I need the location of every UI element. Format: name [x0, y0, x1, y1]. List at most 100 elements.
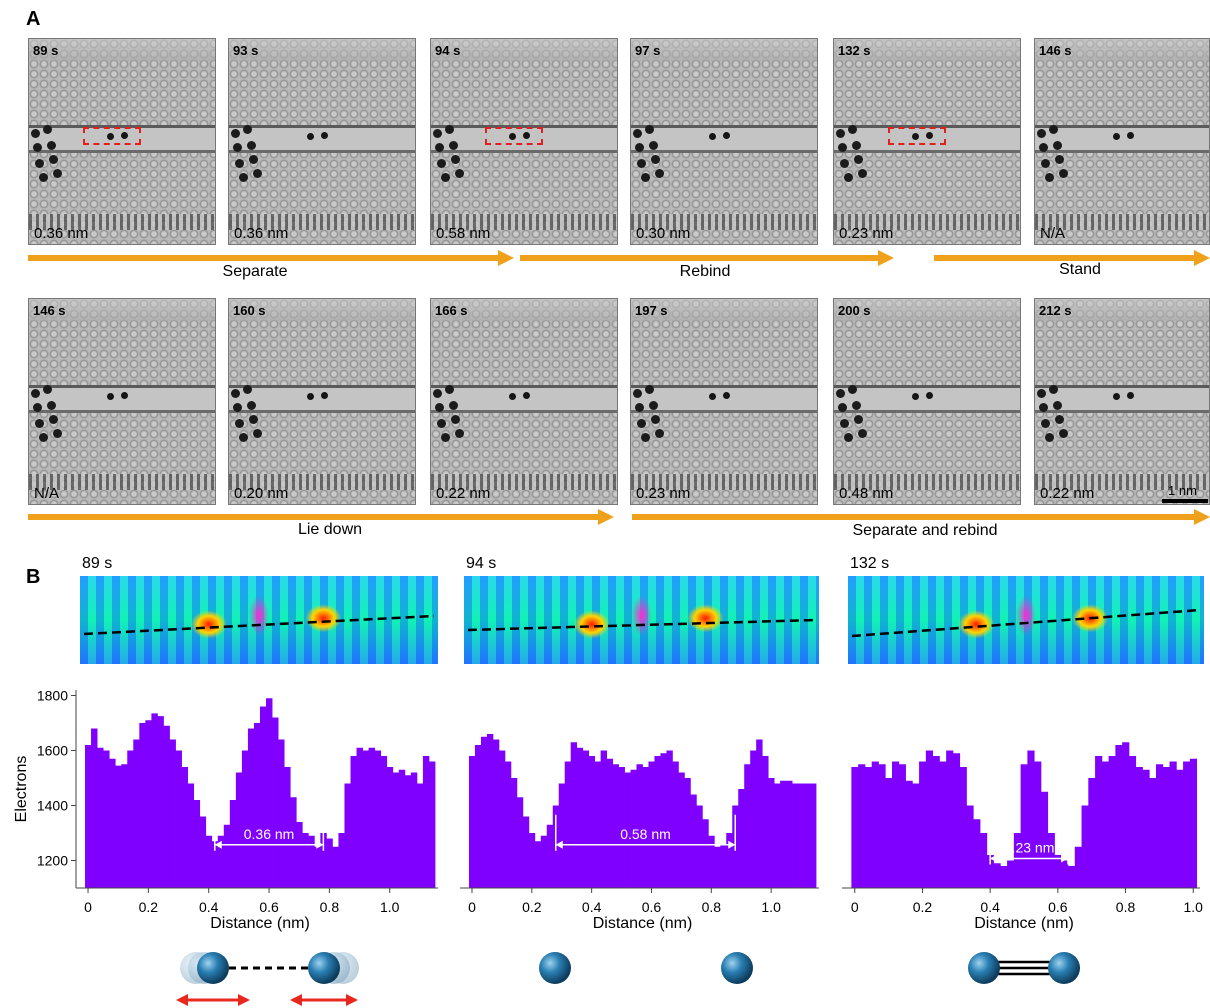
- histogram-bar: [1142, 769, 1150, 888]
- histogram-bar: [1115, 745, 1123, 888]
- histogram-bar: [780, 780, 787, 888]
- phase-separate-and-rebind: Separate and rebind: [852, 522, 998, 539]
- histogram-bar: [892, 761, 900, 888]
- histogram-bar: [993, 863, 1001, 888]
- histogram-bar: [199, 816, 207, 888]
- histogram-bar: [380, 756, 388, 888]
- y-axis-label: Electrons: [13, 756, 30, 823]
- histogram-bar: [223, 824, 231, 888]
- metal-cluster: [229, 381, 269, 451]
- vibrating-pair-icon: [176, 952, 359, 1006]
- metal-cluster: [29, 121, 69, 191]
- micrograph-frame: 89 s 0.36 nm: [28, 38, 216, 245]
- histogram-bar: [858, 764, 866, 888]
- atom-dot: [321, 132, 328, 139]
- atom-dot: [307, 133, 314, 140]
- histogram-bar: [594, 761, 602, 888]
- x-tick-label: 0.4: [199, 899, 219, 915]
- histogram-bar: [175, 750, 182, 888]
- histogram-bar: [1054, 855, 1062, 888]
- histogram-bar: [1020, 764, 1028, 888]
- histogram-bar: [600, 750, 607, 888]
- annotation-label: 0.36 nm: [244, 826, 295, 842]
- histogram-bar: [145, 720, 152, 888]
- highlight-box: [485, 127, 543, 145]
- rebind-arrow: [520, 250, 894, 266]
- histogram-bar: [302, 833, 309, 888]
- atom-dot: [523, 132, 530, 139]
- histogram-bar: [1047, 833, 1055, 888]
- histogram-bar: [756, 739, 763, 888]
- histogram-bar: [804, 783, 811, 888]
- histogram-bar: [109, 758, 116, 888]
- separate-arrow: [28, 250, 514, 266]
- histogram-bar: [1068, 866, 1076, 888]
- histogram-bar: [404, 775, 412, 888]
- atom-dot: [926, 392, 933, 399]
- histogram-bar: [885, 778, 893, 888]
- histogram-bar: [504, 761, 512, 888]
- frame-time: 146 s: [33, 303, 66, 318]
- histogram-bar: [314, 846, 321, 888]
- histogram-bar: [326, 838, 333, 888]
- metal-cluster: [1035, 381, 1075, 451]
- metal-cluster: [631, 121, 671, 191]
- histogram-bar: [696, 805, 703, 888]
- scale-bar: [1162, 499, 1208, 503]
- x-tick-label: 0: [468, 899, 476, 915]
- frame-distance: N/A: [1040, 225, 1066, 242]
- histogram-bar: [121, 764, 128, 888]
- frame-distance: 0.23 nm: [636, 485, 691, 502]
- histogram-bar: [468, 756, 476, 888]
- metal-cluster: [1035, 121, 1075, 191]
- histogram-bar: [714, 846, 721, 888]
- histogram-bar: [768, 778, 775, 888]
- atom-dot: [523, 392, 530, 399]
- histogram-bar: [1081, 805, 1089, 888]
- histogram-bar: [278, 739, 285, 888]
- frame-time: 97 s: [635, 43, 661, 58]
- histogram-bar: [1013, 833, 1022, 888]
- x-tick-label: 1.0: [1183, 899, 1203, 915]
- x-tick-label: 1.0: [761, 899, 781, 915]
- metal-cluster: [834, 121, 874, 191]
- histogram-bar: [260, 706, 267, 888]
- histogram-bar: [660, 753, 667, 888]
- histogram-bar: [959, 767, 967, 888]
- histogram-bar: [919, 761, 927, 888]
- histogram-bar: [356, 747, 363, 888]
- frame-distance: 0.22 nm: [436, 485, 491, 502]
- histogram-bar: [284, 767, 291, 888]
- histogram-bar: [181, 767, 188, 888]
- histogram-bar: [932, 756, 940, 888]
- histogram-bar: [1156, 764, 1164, 888]
- histogram-bar: [946, 750, 954, 888]
- x-tick-label: 0.8: [1116, 899, 1136, 915]
- frame-time: 89 s: [33, 43, 59, 58]
- atom-dot: [709, 393, 716, 400]
- x-tick-label: 0.2: [913, 899, 933, 915]
- histogram-bar: [798, 783, 805, 888]
- histogram-bar: [320, 833, 327, 888]
- micrograph-frame: 197 s 0.23 nm: [630, 298, 818, 505]
- histogram-bar: [939, 761, 947, 888]
- histogram-bar: [851, 767, 859, 888]
- atom-dot: [1127, 392, 1134, 399]
- frame-distance: 0.36 nm: [234, 225, 289, 242]
- histogram-bar: [546, 824, 554, 888]
- atom-dot: [1113, 393, 1120, 400]
- atom-dot: [121, 132, 128, 139]
- phase-stand: Stand: [1059, 261, 1101, 278]
- micrograph-frame: 166 s 0.22 nm: [430, 298, 618, 505]
- annotation-arrowhead: [316, 840, 324, 849]
- frame-time: 200 s: [838, 303, 871, 318]
- histogram-bar: [139, 723, 146, 888]
- histogram-bar: [952, 753, 961, 888]
- phase-separate: Separate: [222, 263, 288, 280]
- frame-distance: 0.36 nm: [34, 225, 89, 242]
- histogram-bar: [588, 756, 596, 888]
- histogram-bar: [127, 750, 134, 888]
- histogram-bar: [187, 783, 195, 888]
- histogram-bar: [91, 728, 98, 888]
- histogram-bar: [690, 794, 697, 888]
